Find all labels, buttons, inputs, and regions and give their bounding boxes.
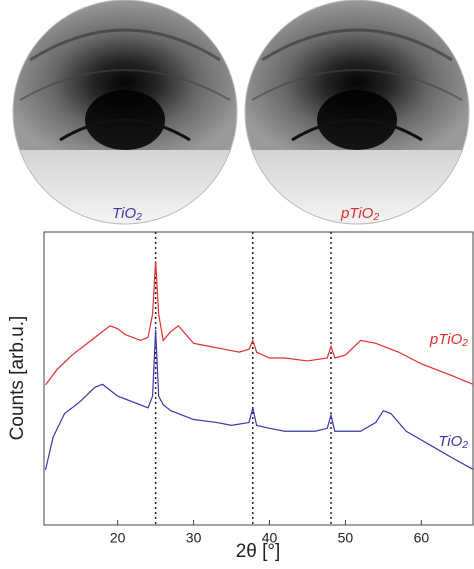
x-tick-label: 30 (186, 530, 202, 546)
image-border (12, 0, 238, 225)
x-tick-label: 50 (338, 530, 354, 546)
plot-frame (43, 231, 474, 526)
image-border (244, 0, 470, 225)
diffraction-image (245, 0, 469, 224)
image-label: pTiO₂ (340, 205, 379, 222)
series-label: TiO₂ (438, 433, 468, 450)
series-label: pTiO₂ (429, 331, 468, 348)
y-axis-title: Counts [arb.u.] (7, 316, 28, 441)
image-label: TiO₂ (112, 205, 142, 222)
x-tick-label: 60 (414, 530, 430, 546)
x-axis-title: 2θ [°] (236, 541, 281, 562)
diffraction-image (13, 0, 237, 224)
x-tick-label: 40 (262, 530, 278, 546)
series-line (44, 329, 474, 471)
x-tick-label: 20 (110, 530, 126, 546)
series-line (45, 261, 474, 386)
